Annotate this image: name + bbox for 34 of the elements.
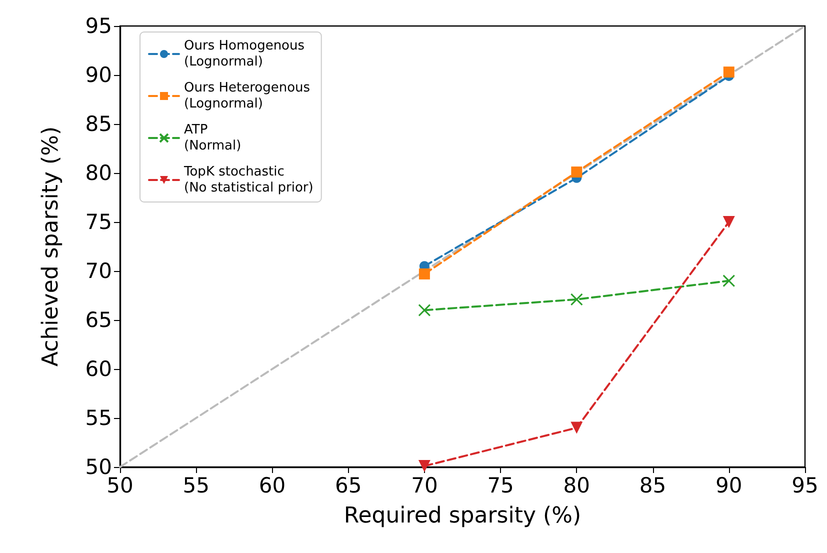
point bbox=[418, 268, 430, 280]
x-tick-label: 70 bbox=[411, 474, 438, 498]
point bbox=[418, 304, 431, 316]
y-tick-label: 80 bbox=[85, 161, 112, 185]
point bbox=[418, 460, 430, 472]
y-tick-label: 70 bbox=[85, 259, 112, 283]
point bbox=[722, 274, 736, 288]
x-tick-label: 90 bbox=[716, 474, 742, 498]
y-axis-title: Achieved sparsity (%) bbox=[38, 126, 64, 367]
legend-label: TopK stochastic (No statistical prior) bbox=[183, 164, 314, 196]
legend-label: Ours Homogenous (Lognormal) bbox=[184, 38, 305, 70]
y-tick-label: 60 bbox=[85, 357, 112, 381]
point bbox=[570, 293, 583, 306]
point bbox=[570, 422, 583, 434]
point bbox=[723, 66, 734, 78]
x-tick-label: 85 bbox=[639, 474, 666, 498]
x-axis-title: Required sparsity (%) bbox=[344, 504, 582, 528]
x-tick-label: 60 bbox=[258, 474, 286, 498]
x-tick-label: 75 bbox=[487, 474, 514, 498]
x-tick-label: 95 bbox=[792, 474, 818, 498]
legend-label: ATP (Normal) bbox=[184, 122, 242, 154]
point bbox=[571, 166, 582, 178]
x-tick-label: 80 bbox=[563, 474, 590, 498]
legend-label: Ours Heterogenous (Lognormal) bbox=[184, 80, 310, 112]
y-tick-label: 90 bbox=[85, 63, 112, 87]
y-tick-label: 75 bbox=[85, 210, 112, 234]
y-tick-label: 95 bbox=[85, 14, 112, 38]
x-tick-label: 55 bbox=[182, 474, 210, 498]
point bbox=[722, 216, 735, 228]
y-tick-label: 55 bbox=[85, 406, 112, 430]
x-tick-label: 65 bbox=[334, 474, 362, 498]
y-tick-label: 65 bbox=[85, 308, 112, 332]
y-tick-label: 85 bbox=[85, 112, 112, 136]
x-tick-label: 50 bbox=[106, 474, 134, 498]
